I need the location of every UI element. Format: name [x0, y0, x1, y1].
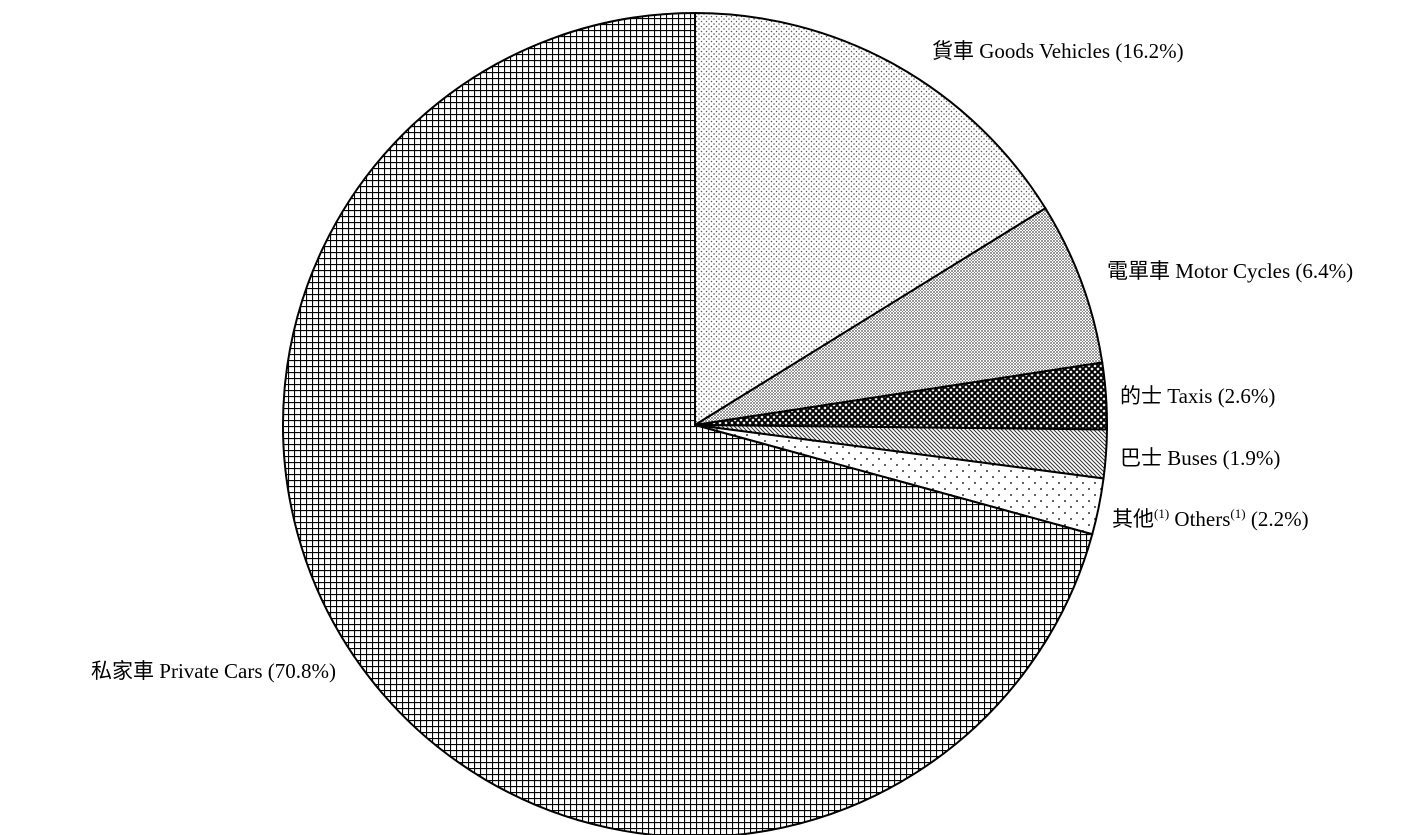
pie-label-buses: 巴士 Buses (1.9%)	[1120, 446, 1280, 470]
pie-labels: 貨車 Goods Vehicles (16.2%) 電單車 Motor Cycle…	[91, 39, 1353, 683]
pie-slice-private-cars	[282, 11, 1094, 835]
pie-label-taxis: 的士 Taxis (2.6%)	[1120, 384, 1275, 408]
pie-slices	[282, 11, 1108, 835]
pie-slice-motor-cycles	[694, 206, 1104, 426]
pie-label-motor-cycles: 電單車 Motor Cycles (6.4%)	[1107, 259, 1353, 283]
pie-label-private-cars: 私家車 Private Cars (70.8%)	[91, 659, 336, 683]
pie-slice-goods-vehicles	[694, 11, 1047, 427]
pie-label-others: 其他(1) Others(1) (2.2%)	[1112, 506, 1309, 531]
pie-label-goods-vehicles: 貨車 Goods Vehicles (16.2%)	[932, 39, 1184, 63]
